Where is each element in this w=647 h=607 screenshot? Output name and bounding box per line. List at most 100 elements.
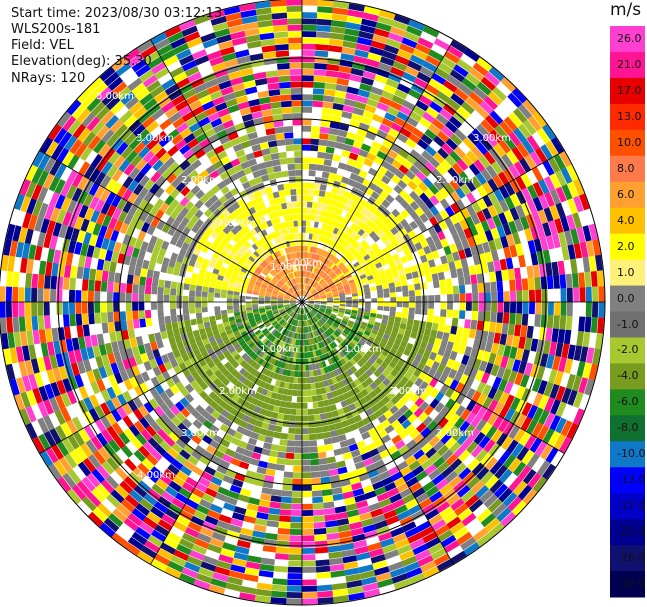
velocity-bin <box>496 507 512 523</box>
velocity-bin <box>74 446 88 462</box>
velocity-bin <box>247 192 256 201</box>
velocity-bin <box>455 382 465 394</box>
velocity-bin <box>245 302 252 305</box>
velocity-bin <box>152 366 162 377</box>
velocity-bin <box>193 579 211 590</box>
velocity-bin <box>314 382 321 389</box>
velocity-bin <box>268 89 281 97</box>
velocity-bin <box>313 75 326 83</box>
velocity-bin <box>250 228 258 236</box>
velocity-bin <box>290 298 296 301</box>
velocity-bin <box>352 296 359 300</box>
velocity-bin <box>315 559 330 567</box>
velocity-bin <box>361 364 369 372</box>
velocity-bin <box>528 302 536 315</box>
velocity-bin <box>254 329 262 336</box>
velocity-bin <box>488 522 505 538</box>
velocity-bin <box>432 96 447 108</box>
velocity-bin <box>302 459 311 466</box>
velocity-bin <box>315 565 331 573</box>
velocity-bin <box>421 295 428 302</box>
velocity-bin <box>196 532 212 544</box>
velocity-bin <box>77 461 92 477</box>
velocity-bin <box>65 338 74 352</box>
velocity-bin <box>332 348 339 355</box>
velocity-bin <box>213 199 223 209</box>
velocity-bin <box>333 1 350 10</box>
velocity-bin <box>160 413 171 425</box>
velocity-bin <box>225 242 234 251</box>
velocity-bin <box>245 561 261 570</box>
velocity-bin <box>483 439 496 453</box>
velocity-bin <box>210 340 218 348</box>
velocity-bin <box>387 414 397 425</box>
velocity-bin <box>145 213 155 225</box>
velocity-bin <box>146 453 159 466</box>
velocity-bin <box>364 294 371 299</box>
velocity-bin <box>178 248 187 257</box>
velocity-bin <box>279 400 287 408</box>
velocity-bin <box>213 449 225 459</box>
velocity-bin <box>390 526 405 538</box>
velocity-bin <box>294 252 298 259</box>
velocity-bin <box>542 222 552 237</box>
velocity-bin <box>106 133 119 148</box>
velocity-bin <box>204 326 212 334</box>
velocity-bin <box>133 396 144 409</box>
velocity-bin <box>62 302 69 315</box>
velocity-bin <box>184 561 201 573</box>
velocity-bin <box>194 199 204 210</box>
velocity-bin <box>307 339 312 346</box>
velocity-bin <box>330 570 346 578</box>
velocity-bin <box>211 531 226 542</box>
velocity-bin <box>270 218 277 226</box>
velocity-bin <box>373 156 384 166</box>
velocity-bin <box>216 279 223 285</box>
velocity-bin <box>320 294 326 298</box>
velocity-bin <box>341 279 348 284</box>
velocity-bin <box>290 304 297 308</box>
velocity-bin <box>454 462 467 476</box>
velocity-bin <box>317 320 323 327</box>
velocity-bin <box>271 584 288 592</box>
velocity-bin <box>290 311 295 317</box>
velocity-bin <box>6 317 14 333</box>
velocity-bin <box>71 416 84 432</box>
velocity-bin <box>332 7 349 16</box>
velocity-bin <box>466 399 477 412</box>
velocity-bin <box>376 313 383 319</box>
velocity-bin <box>278 308 285 313</box>
velocity-bin <box>192 419 203 430</box>
velocity-bin <box>342 452 353 460</box>
velocity-bin <box>254 472 266 481</box>
velocity-bin <box>111 396 122 410</box>
velocity-bin <box>344 497 356 506</box>
velocity-bin <box>275 314 281 319</box>
velocity-bin <box>296 352 300 359</box>
velocity-bin <box>498 185 510 199</box>
velocity-bin <box>96 378 106 392</box>
velocity-bin <box>316 268 321 275</box>
velocity-bin <box>81 279 89 291</box>
velocity-bin <box>414 283 421 291</box>
velocity-bin <box>277 281 284 287</box>
velocity-bin <box>291 305 297 310</box>
velocity-bin <box>534 314 541 327</box>
velocity-bin <box>366 442 377 452</box>
velocity-bin <box>324 211 332 218</box>
velocity-bin <box>312 100 324 108</box>
velocity-bin <box>513 108 528 124</box>
velocity-bin <box>286 446 295 453</box>
velocity-bin <box>106 386 117 400</box>
velocity-bin <box>489 110 504 125</box>
velocity-bin <box>164 398 175 409</box>
velocity-bin <box>31 287 38 302</box>
velocity-bin <box>246 307 253 311</box>
velocity-bin <box>160 49 176 62</box>
velocity-bin <box>32 150 46 168</box>
velocity-bin <box>425 236 435 246</box>
velocity-bin <box>228 570 245 580</box>
velocity-bin <box>398 445 410 456</box>
velocity-bin <box>319 381 325 388</box>
velocity-bin <box>86 220 96 234</box>
